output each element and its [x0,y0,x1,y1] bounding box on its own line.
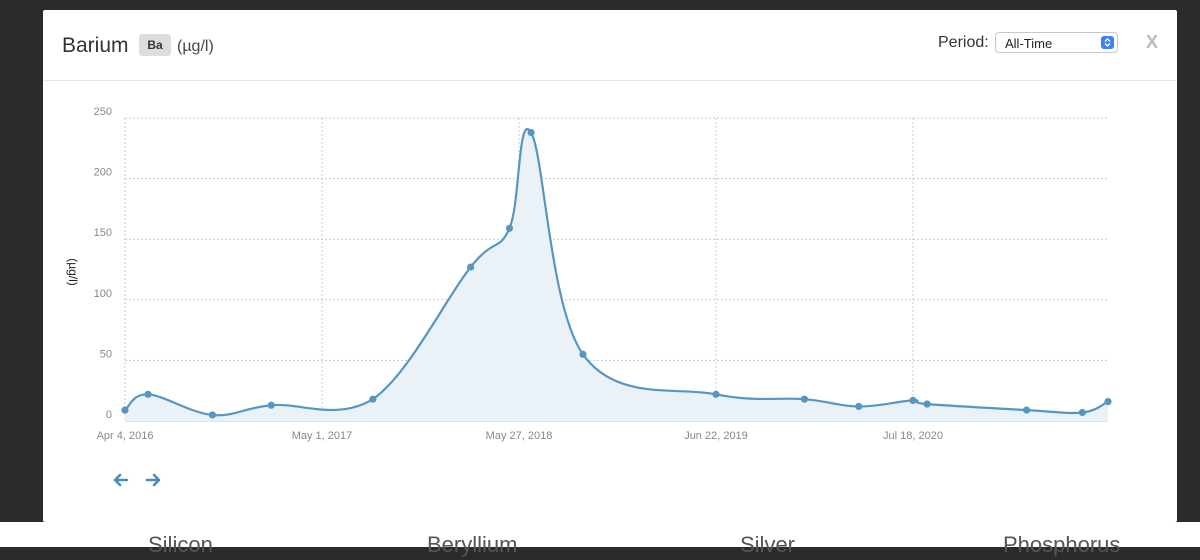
data-point[interactable] [267,401,275,409]
x-tick-label: May 27, 2018 [486,430,553,442]
y-tick-label: 150 [94,227,112,239]
data-point[interactable] [208,411,217,419]
period-select-value: All-Time [1005,36,1053,51]
area-fill [125,129,1108,422]
background-page [0,522,1200,547]
data-point[interactable] [855,402,863,411]
prev-button[interactable] [111,470,131,490]
next-button[interactable] [143,470,163,490]
series-line [124,128,1109,417]
modal-header: Barium Ba (µg/l) Period: All-Time X [43,10,1177,81]
select-stepper-icon [1101,36,1114,49]
x-tick-label: Jul 18, 2020 [883,430,943,442]
arrow-left-icon [113,473,129,487]
background-label-2: Beryllium [427,532,518,557]
x-tick-label: Apr 4, 2016 [97,430,154,442]
y-axis-label: (µg/l) [66,258,80,286]
y-tick-label: 0 [106,409,112,421]
element-unit: (µg/l) [177,38,214,55]
background-label-1: Silicon [148,532,213,557]
x-tick-label: May 1, 2017 [292,430,353,442]
data-point[interactable] [1078,408,1086,417]
close-button[interactable]: X [1146,32,1159,52]
element-title: Barium [62,34,129,57]
data-point[interactable] [505,224,514,232]
data-point[interactable] [1104,398,1112,406]
arrow-right-icon [145,473,161,487]
y-tick-label: 250 [94,106,112,118]
element-symbol-badge: Ba [139,34,171,56]
data-point[interactable] [923,400,931,408]
period-label: Period: [938,34,989,51]
barium-chart: 0 50 100 150 200 250 Apr 4, 2016 May 1, 2017 Ma… [66,106,1112,442]
x-tick-label: Jun 22, 2019 [684,430,748,442]
background-label-4: Phosphorus [1003,532,1121,557]
y-tick-label: 200 [94,167,112,179]
data-point[interactable] [1022,406,1031,414]
data-point[interactable] [121,406,129,414]
data-point[interactable] [712,390,720,398]
data-point[interactable] [369,395,377,403]
y-tick-label: 50 [100,348,112,360]
data-point[interactable] [144,390,152,398]
background-label-3: Silver [740,532,796,557]
data-point[interactable] [800,395,809,403]
data-point[interactable] [527,128,535,137]
data-point[interactable] [909,396,917,404]
chart-modal: Barium Ba (µg/l) Period: All-Time X 0 50 1… [43,10,1177,522]
data-point[interactable] [579,350,587,358]
period-select[interactable]: All-Time [995,32,1118,53]
data-point[interactable] [467,263,475,271]
y-tick-label: 100 [94,288,112,300]
